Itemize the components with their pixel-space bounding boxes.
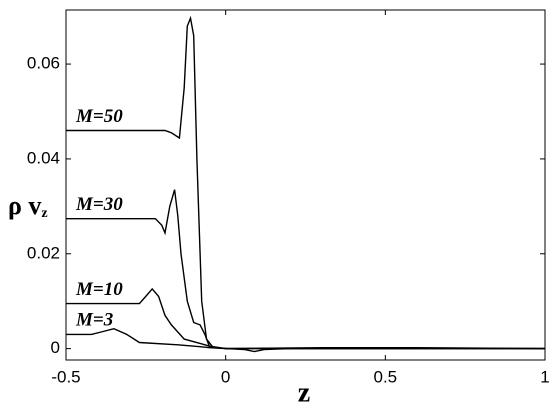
data-line [66, 189, 545, 350]
data-line [66, 327, 545, 353]
plot-frame [65, 9, 546, 361]
series-label: M=50 [75, 106, 123, 127]
data-line [66, 15, 546, 350]
y-tick-label: 0.04 [27, 148, 60, 167]
y-axis-label-sub: z [41, 206, 47, 221]
data-line [66, 287, 545, 350]
x-tick-label: 1 [540, 367, 549, 386]
y-axis-label: ρ vz [8, 191, 48, 221]
series-label: M=10 [75, 279, 123, 300]
y-tick-label: 0 [51, 338, 60, 357]
x-tick-label: -0.5 [51, 367, 80, 386]
x-tick-label: 0 [221, 367, 230, 386]
y-tick-label: 0.06 [27, 54, 60, 73]
x-tick-label: 0.5 [374, 367, 398, 386]
x-axis-label: z [298, 377, 310, 408]
y-axis-label-main: ρ v [8, 191, 41, 220]
y-tick-label: 0.02 [27, 243, 60, 262]
series-label: M=30 [75, 194, 123, 215]
series-label: M=3 [75, 310, 113, 331]
